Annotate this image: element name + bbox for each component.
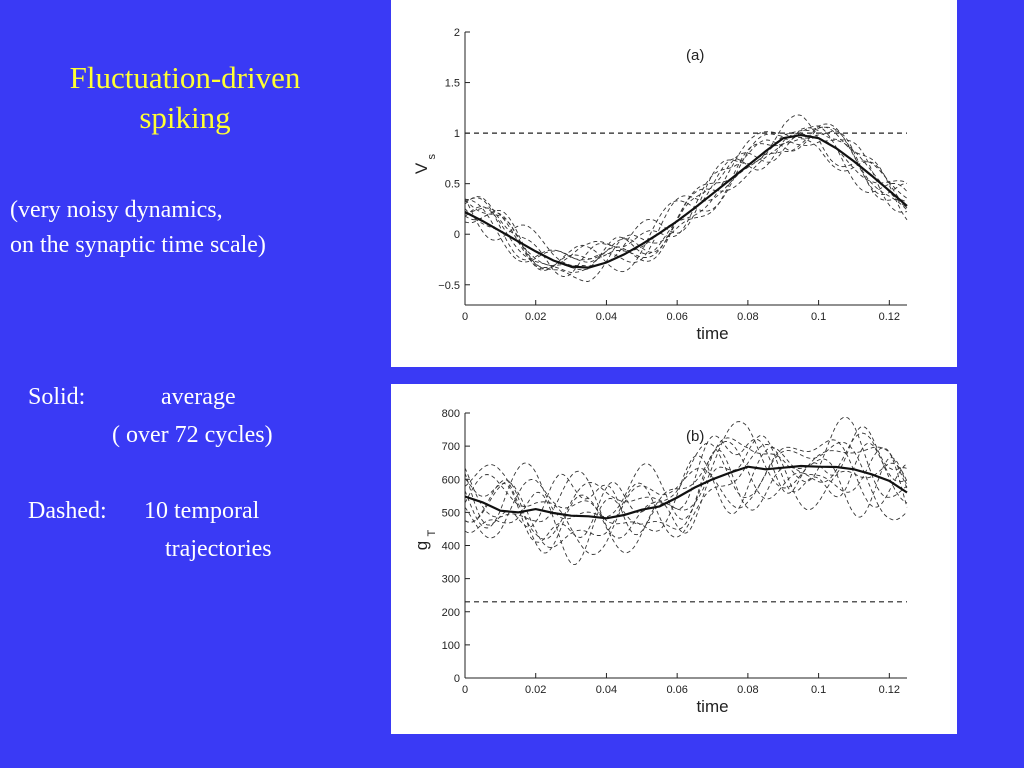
chart-b-dashed-trajectory (464, 449, 908, 565)
chart-a-svg: 0 0.02 0.04 0.06 0.08 0.1 0.12 −0.5 0 0.5 1 1.5 2 (a)… (412, 27, 908, 343)
chart-a-y-tick-label: −0.5 (438, 280, 460, 292)
chart-a-y-axis-label: Vs (412, 154, 438, 175)
chart-a-y-tick-label: 0.5 (445, 179, 460, 191)
chart-a-dashed-trajectory (464, 114, 908, 263)
chart-b-dashed-trajectory (464, 416, 908, 529)
chart-a-dashed-trajectory (464, 126, 908, 277)
chart-b-y-tick-label: 300 (442, 574, 460, 586)
chart-b-y-tick-label: 0 (454, 673, 460, 685)
slide-title: Fluctuation-driven spiking (0, 58, 370, 138)
chart-a-x-tick-label: 0.08 (737, 311, 758, 323)
chart-panel-a: 0 0.02 0.04 0.06 0.08 0.1 0.12 −0.5 0 0.5 1 1.5 2 (a)… (391, 0, 957, 367)
chart-b-x-axis-label: time (696, 697, 728, 716)
chart-a-x-tick-label: 0.1 (811, 311, 826, 323)
chart-b-y-tick-label: 800 (442, 408, 460, 420)
chart-b-x-tick-label: 0.12 (879, 684, 900, 696)
title-line-2: spiking (139, 100, 231, 135)
chart-b-dashed-trajectory (464, 434, 908, 543)
chart-a-dashed-trajectory (464, 133, 908, 273)
chart-b-dashed-trajectory (464, 421, 908, 540)
chart-b-x-tick-label: 0.04 (596, 684, 617, 696)
note-line-2: on the synaptic time scale) (10, 232, 266, 258)
chart-b-x-tick-label: 0 (462, 684, 468, 696)
chart-b-y-tick-label: 500 (442, 507, 460, 519)
chart-b-x-tick-label: 0.08 (737, 684, 758, 696)
dashed-label: Dashed: (28, 498, 107, 524)
chart-b-panel-label: (b) (686, 428, 704, 445)
solid-detail: ( over 72 cycles) (112, 422, 273, 448)
solid-label: Solid: (28, 384, 86, 410)
chart-a-x-axis-label: time (696, 324, 728, 343)
chart-a-y-tick-label: 0 (454, 229, 460, 241)
chart-b-dashed-trajectory (464, 441, 908, 555)
chart-a-y-tick-label: 1.5 (445, 78, 460, 90)
chart-b-x-tick-label: 0.06 (666, 684, 687, 696)
chart-a-y-axis-subscript: s (426, 154, 438, 160)
chart-b-y-tick-label: 200 (442, 607, 460, 619)
dashed-value: 10 temporal (144, 498, 260, 524)
chart-b-y-axis-subscript: T (426, 530, 438, 537)
chart-a-dashed-trajectory (464, 127, 908, 271)
chart-b-y-tick-label: 400 (442, 541, 460, 553)
chart-a-panel-label: (a) (686, 47, 704, 64)
chart-a-dashed-trajectory (464, 125, 908, 273)
chart-a-average-line (464, 133, 908, 269)
slide-note: (very noisy dynamics, on the synaptic ti… (10, 193, 266, 263)
chart-a-dashed-trajectory (464, 130, 908, 271)
chart-a-x-tick-label: 0 (462, 311, 468, 323)
chart-a-x-tick-label: 0.06 (666, 311, 687, 323)
solid-value: average (161, 384, 236, 410)
chart-a-y-tick-label: 1 (454, 128, 460, 140)
chart-b-y-axis-label: gT (412, 530, 438, 551)
chart-a-x-tick-label: 0.12 (879, 311, 900, 323)
title-line-1: Fluctuation-driven (69, 60, 301, 95)
chart-b-y-tick-label: 700 (442, 441, 460, 453)
chart-panel-b: 0 0.02 0.04 0.06 0.08 0.1 0.12 0 100 200 300 400 500… (391, 384, 957, 734)
chart-b-y-tick-label: 600 (442, 474, 460, 486)
chart-a-dashed-trajectory (464, 123, 908, 263)
svg-text:V: V (412, 162, 431, 174)
chart-b-dashed-trajectory (464, 446, 908, 554)
chart-a-x-tick-label: 0.04 (596, 311, 617, 323)
chart-b-x-tick-label: 0.02 (525, 684, 546, 696)
svg-text:g: g (412, 541, 431, 550)
chart-b-y-tick-label: 100 (442, 640, 460, 652)
chart-b-dashed-trajectory (464, 439, 908, 539)
chart-a-dashed-trajectory (464, 138, 908, 282)
chart-b-x-tick-label: 0.1 (811, 684, 826, 696)
chart-b-svg: 0 0.02 0.04 0.06 0.08 0.1 0.12 0 100 200 300 400 500… (412, 408, 908, 716)
chart-a-y-tick-label: 2 (454, 27, 460, 39)
chart-a-x-tick-label: 0.02 (525, 311, 546, 323)
chart-b-dashed-trajectory (464, 432, 908, 554)
chart-a-dashed-trajectory (464, 126, 908, 267)
chart-b-dashed-trajectory (464, 426, 908, 536)
chart-b-average-line (464, 464, 908, 520)
note-line-1: (very noisy dynamics, (10, 197, 223, 223)
dashed-detail: trajectories (165, 536, 272, 562)
